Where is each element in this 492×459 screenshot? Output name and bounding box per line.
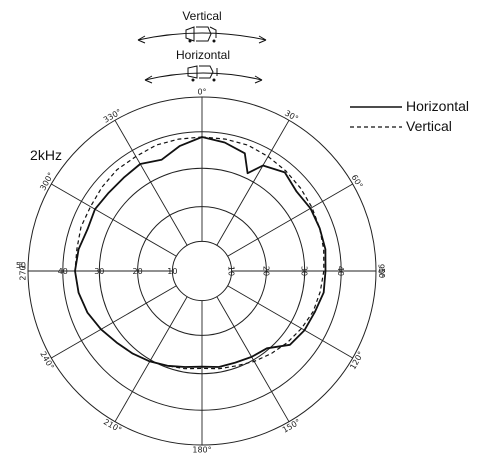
angle-label-270: 270° [19,261,28,280]
vertical-caption: Vertical [182,9,221,23]
grid-spoke-120 [227,285,353,359]
radial-tick-right: 30 [300,266,309,276]
orientation-indicators: Vertical Horizontal [137,9,267,84]
vertical-rotation-arrow [137,32,267,41]
series-layer [74,136,327,370]
radial-tick-left: 40 [58,267,68,276]
angle-label-210: 210° [102,417,123,434]
grid-spoke-30 [216,120,290,246]
speaker-vertical-icon [185,26,217,43]
legend-label-vertical: Vertical [406,118,452,134]
angle-label-0: 0° [197,88,206,97]
radial-tick-left-outer: 50 [16,261,26,270]
polar-grid [27,96,377,446]
angle-label-150: 150° [281,417,302,434]
angle-label-120: 120° [348,350,365,371]
radial-tick-left: 10 [167,267,177,276]
grid-ring-1 [171,240,233,302]
horizontal-caption: Horizontal [176,48,230,62]
chart-title: 2kHz [30,147,62,163]
legend-label-horizontal: Horizontal [406,98,469,114]
radial-tick-right: 40 [336,266,345,276]
radial-tick-left: 30 [94,267,104,276]
radial-tick-right-outer: 50 [377,268,386,278]
series-horizontal-line [74,136,327,368]
angle-label-240: 240° [38,350,55,371]
radial-tick-labels: 10 10 20 20 30 30 40 40 50 50 [16,261,386,278]
angle-label-90: 90° [377,264,386,278]
legend: Horizontal Vertical [350,98,469,134]
grid-spoke-210 [114,296,188,422]
speaker-horizontal-icon [187,65,218,82]
grid-spoke-150 [216,296,290,422]
radial-tick-right: 10 [227,266,236,276]
radial-tick-right: 20 [261,266,270,276]
grid-spoke-240 [51,285,177,359]
grid-spoke-60 [227,183,353,257]
horizontal-rotation-arrow [144,72,263,81]
grid-spoke-330 [114,120,188,246]
series-vertical-line [74,136,325,370]
grid-spoke-300 [51,183,177,257]
angle-label-180: 180° [192,446,211,455]
radial-tick-left: 20 [133,267,143,276]
